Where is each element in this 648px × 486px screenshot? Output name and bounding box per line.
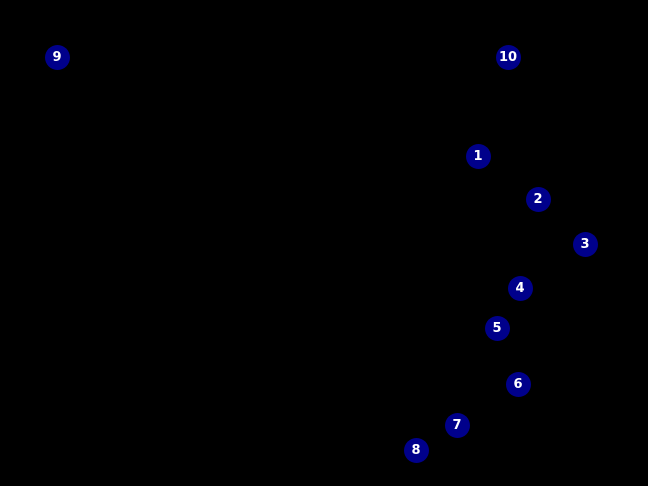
- node-label: 1: [473, 148, 483, 164]
- graph-node-4[interactable]: 4: [507, 275, 533, 301]
- graph-node-1[interactable]: 1: [465, 143, 491, 169]
- node-label: 8: [411, 442, 421, 458]
- graph-node-2[interactable]: 2: [525, 186, 551, 212]
- graph-node-8[interactable]: 8: [403, 437, 429, 463]
- node-label: 9: [52, 49, 62, 65]
- node-label: 7: [452, 417, 462, 433]
- graph-node-5[interactable]: 5: [484, 315, 510, 341]
- graph-node-10[interactable]: 10: [495, 44, 521, 70]
- graph-node-6[interactable]: 6: [505, 371, 531, 397]
- node-label: 6: [513, 376, 523, 392]
- graph-node-3[interactable]: 3: [572, 231, 598, 257]
- node-label: 10: [498, 49, 518, 65]
- node-label: 2: [533, 191, 543, 207]
- node-label: 3: [580, 236, 590, 252]
- node-label: 5: [492, 320, 502, 336]
- graph-node-7[interactable]: 7: [444, 412, 470, 438]
- node-label: 4: [515, 280, 525, 296]
- graph-node-9[interactable]: 9: [44, 44, 70, 70]
